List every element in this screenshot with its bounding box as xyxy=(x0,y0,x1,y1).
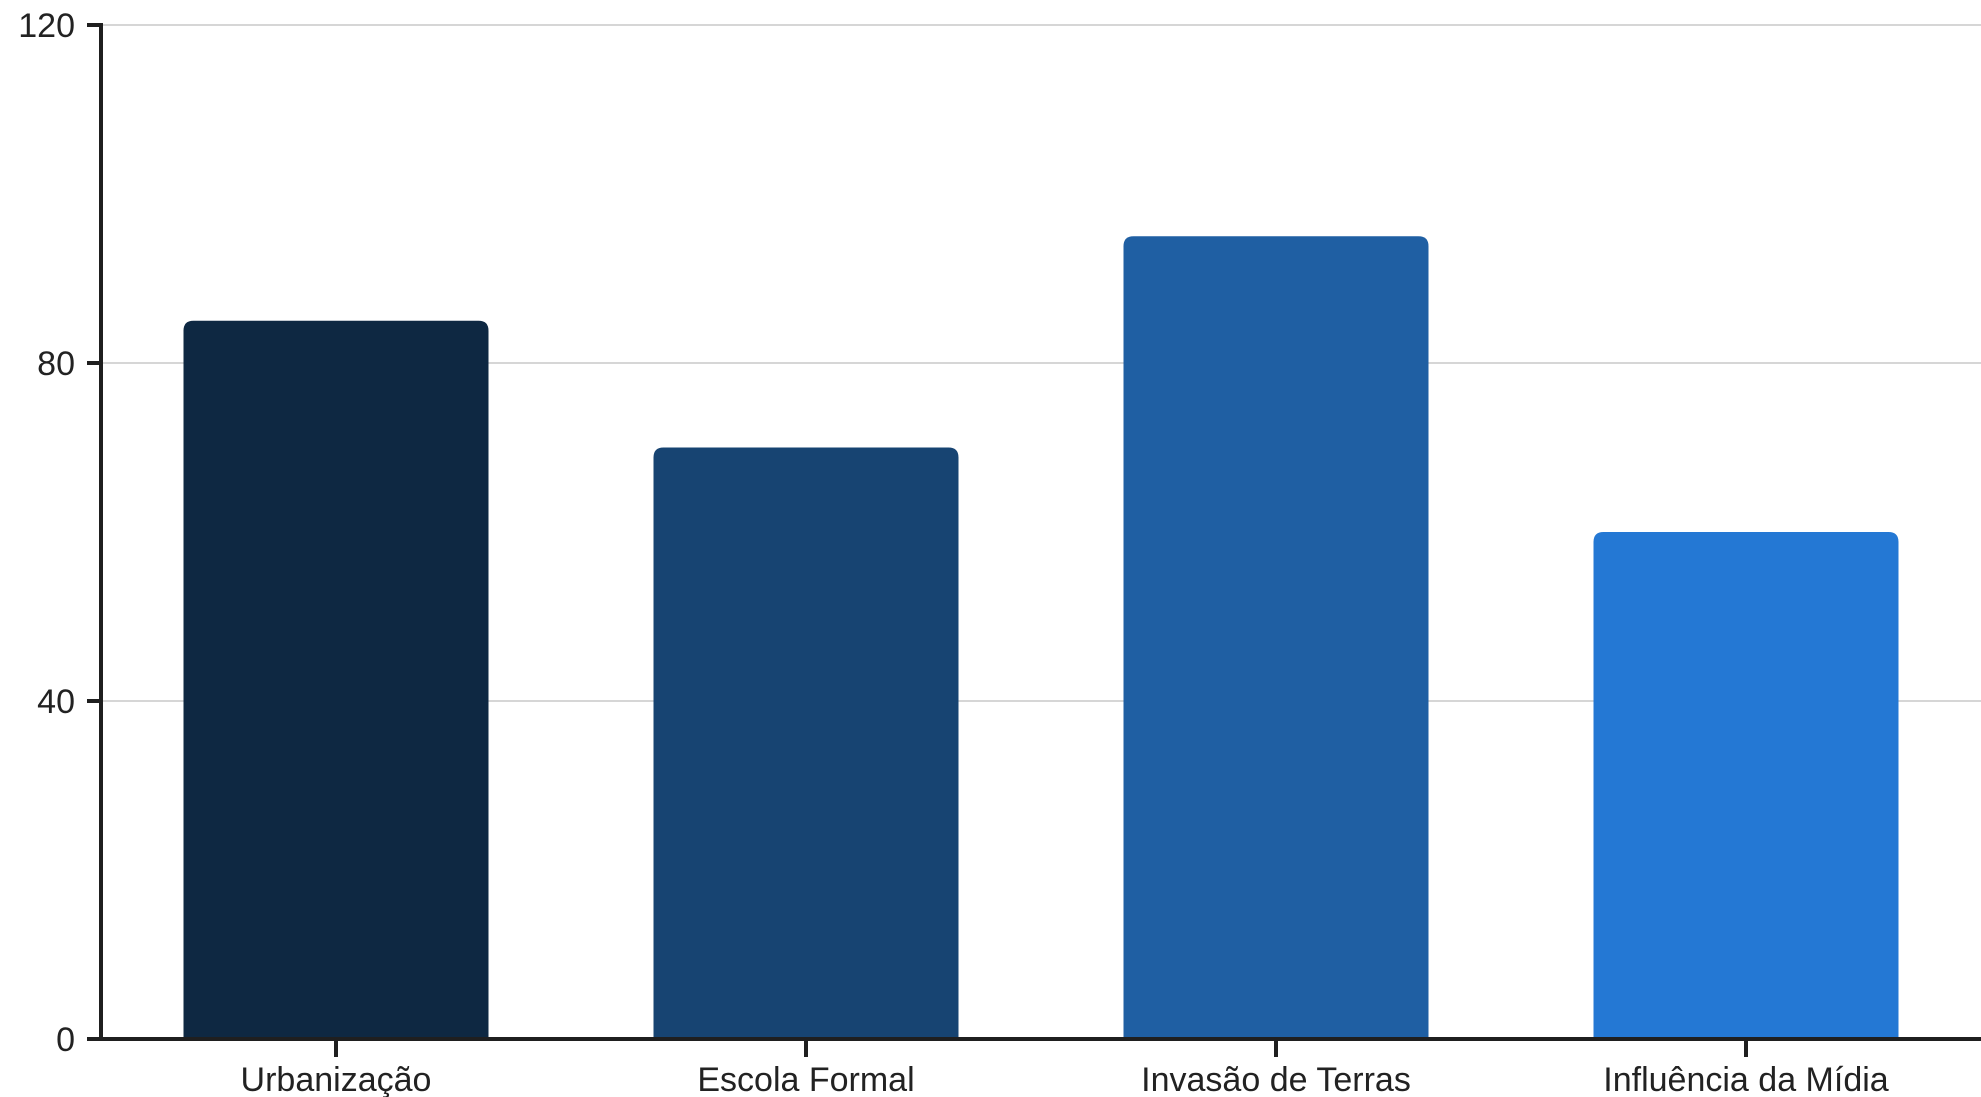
x-tick-label: Urbanização xyxy=(241,1061,432,1097)
bars xyxy=(183,236,1899,1039)
y-tick-label: 80 xyxy=(37,345,75,383)
y-tick-label: 0 xyxy=(56,1021,75,1059)
labels: 0 40 80 120 Urbanização Escola Formal Invasão … xyxy=(18,7,1889,1097)
bar-3 xyxy=(1593,532,1899,1039)
bar-1 xyxy=(653,447,959,1039)
x-tick-label: Invasão de Terras xyxy=(1141,1061,1411,1097)
bar-0 xyxy=(183,320,489,1039)
bar-2 xyxy=(1123,236,1429,1039)
x-tick-label: Influência da Mídia xyxy=(1603,1061,1888,1097)
x-tick-label: Escola Formal xyxy=(697,1061,914,1097)
axes xyxy=(87,23,1981,1057)
y-tick-label: 120 xyxy=(18,7,75,45)
y-tick-label: 40 xyxy=(37,683,75,721)
